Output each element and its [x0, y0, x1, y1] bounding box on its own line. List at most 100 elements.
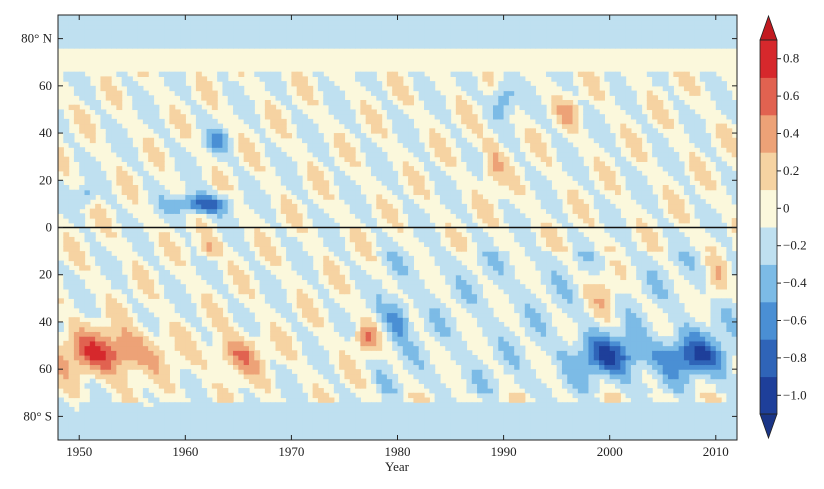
heatmap-cell — [153, 19, 160, 26]
heatmap-cell — [153, 104, 160, 111]
heatmap-cell — [492, 425, 499, 432]
heatmap-cell — [169, 199, 176, 205]
heatmap-cell — [418, 345, 425, 351]
heatmap-cell — [492, 147, 499, 153]
heatmap-cell — [445, 397, 452, 403]
heatmap-cell — [402, 288, 409, 295]
heatmap-cell — [126, 85, 133, 92]
heatmap-cell — [365, 251, 372, 257]
heatmap-cell — [503, 24, 510, 30]
heatmap-cell — [370, 227, 377, 233]
heatmap-cell — [248, 114, 255, 120]
heatmap-cell — [264, 137, 271, 144]
heatmap-cell — [164, 24, 170, 30]
heatmap-cell — [514, 236, 521, 243]
heatmap-cell — [381, 397, 388, 403]
heatmap-cell — [116, 203, 123, 210]
heatmap-cell — [514, 336, 521, 342]
heatmap-cell — [365, 326, 372, 332]
heatmap-cell — [307, 265, 314, 271]
heatmap-cell — [68, 369, 75, 375]
heatmap-cell — [360, 29, 367, 35]
heatmap-cell — [158, 203, 165, 210]
heatmap-cell — [222, 340, 229, 347]
heatmap-cell — [68, 270, 75, 276]
heatmap-cell — [243, 388, 250, 394]
heatmap-cell — [233, 430, 239, 436]
heatmap-cell — [73, 293, 80, 299]
heatmap-cell — [79, 336, 86, 342]
heatmap-cell — [535, 312, 542, 318]
heatmap-cell — [95, 425, 102, 432]
heatmap-cell — [466, 118, 473, 125]
heatmap-cell — [148, 355, 155, 361]
heatmap-cell — [180, 29, 186, 35]
heatmap-cell — [121, 33, 128, 40]
heatmap-cell — [429, 166, 436, 172]
heatmap-cell — [524, 402, 531, 408]
heatmap-cell — [153, 364, 160, 370]
heatmap-cell — [222, 321, 229, 328]
heatmap-cell — [344, 416, 351, 422]
heatmap-cell — [546, 270, 552, 276]
heatmap-cell — [381, 246, 388, 252]
heatmap-cell — [424, 43, 430, 49]
heatmap-cell — [217, 312, 224, 318]
heatmap-cell — [206, 293, 213, 299]
heatmap-cell — [174, 340, 181, 347]
heatmap-cell — [402, 411, 409, 417]
heatmap-cell — [344, 43, 351, 49]
heatmap-cell — [280, 378, 287, 384]
heatmap-cell — [195, 321, 202, 328]
heatmap-cell — [233, 236, 239, 243]
heatmap-cell — [105, 95, 112, 101]
heatmap-cell — [238, 185, 245, 191]
heatmap-cell — [217, 321, 224, 328]
heatmap-cell — [397, 274, 404, 281]
heatmap-cell — [238, 288, 245, 295]
heatmap-cell — [386, 15, 393, 21]
heatmap-cell — [392, 265, 399, 271]
heatmap-cell — [503, 435, 510, 440]
heatmap-cell — [68, 104, 75, 111]
heatmap-cell — [487, 274, 494, 281]
heatmap-cell — [323, 241, 330, 247]
heatmap-cell — [148, 15, 155, 21]
heatmap-cell — [482, 218, 489, 224]
heatmap-cell — [264, 435, 271, 440]
heatmap-cell — [402, 307, 409, 314]
heatmap-cell — [84, 85, 91, 92]
heatmap-cell — [105, 232, 112, 238]
heatmap-cell — [355, 421, 361, 427]
heatmap-cell — [211, 189, 218, 196]
heatmap-cell — [95, 392, 102, 399]
heatmap-cell — [153, 430, 160, 436]
heatmap-cell — [302, 411, 308, 417]
heatmap-cell — [498, 38, 505, 44]
heatmap-cell — [339, 241, 346, 247]
heatmap-cell — [132, 355, 139, 361]
heatmap-cell — [466, 279, 473, 285]
heatmap-cell — [169, 33, 176, 40]
heatmap-cell — [408, 133, 415, 139]
heatmap-cell — [116, 24, 123, 30]
heatmap-cell — [148, 288, 155, 295]
heatmap-cell — [445, 175, 452, 181]
heatmap-cell — [116, 350, 123, 356]
heatmap-cell — [201, 406, 208, 413]
heatmap-cell — [217, 185, 224, 191]
heatmap-cell — [477, 425, 483, 432]
heatmap-cell — [121, 364, 128, 370]
heatmap-cell — [217, 208, 224, 214]
heatmap-cell — [455, 293, 462, 299]
heatmap-cell — [296, 321, 303, 328]
heatmap-cell — [434, 425, 441, 432]
heatmap-cell — [408, 321, 415, 328]
heatmap-cell — [137, 402, 144, 408]
heatmap-cell — [79, 227, 86, 233]
heatmap-cell — [254, 260, 261, 266]
heatmap-cell — [195, 71, 202, 77]
heatmap-cell — [132, 156, 139, 162]
heatmap-cell — [233, 38, 239, 44]
heatmap-cell — [434, 24, 441, 30]
